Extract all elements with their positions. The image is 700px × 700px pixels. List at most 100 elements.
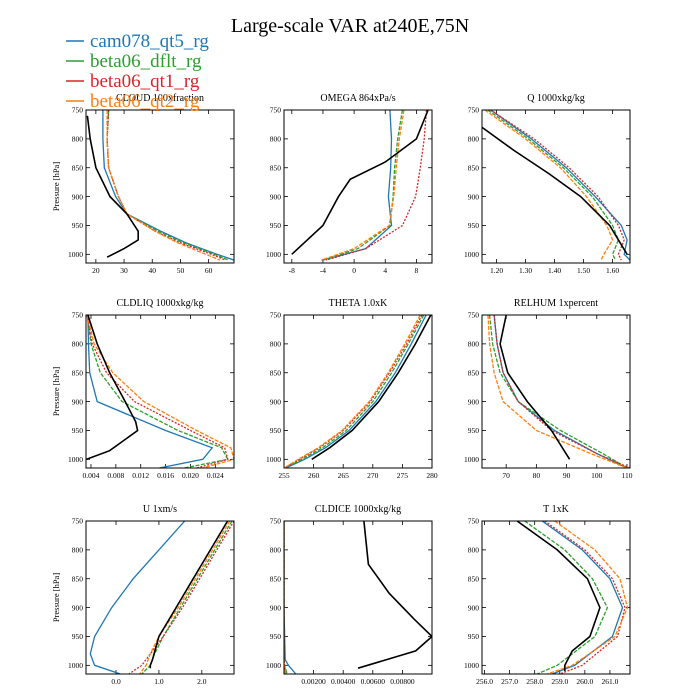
y-tick-label: 850 bbox=[72, 574, 84, 583]
legend-label: beta06_qt1_rg bbox=[90, 71, 200, 92]
panel-title: CLOUD 100xfraction bbox=[116, 93, 204, 104]
reference-line bbox=[311, 315, 432, 460]
y-tick-label: 1000 bbox=[68, 250, 83, 259]
x-tick-label: 280 bbox=[426, 471, 438, 480]
y-tick-label: 750 bbox=[270, 517, 282, 526]
y-axis-label: Pressure [hPa] bbox=[51, 162, 61, 212]
y-tick-label: 850 bbox=[72, 163, 84, 172]
x-tick-label: 257.0 bbox=[501, 677, 518, 686]
series-line-cam078_qt5_rg bbox=[490, 110, 630, 261]
y-tick-label: 950 bbox=[270, 426, 282, 435]
x-tick-label: -4 bbox=[320, 266, 326, 275]
panel-5: THETA 1.0xK 750 800 850 900 950 1000 255 260 265 2… bbox=[266, 298, 438, 480]
y-tick-label: 900 bbox=[72, 397, 84, 406]
plot-frame bbox=[283, 520, 433, 675]
series-line-beta06_qt2_rg bbox=[546, 521, 629, 674]
y-tick-label: 800 bbox=[270, 546, 282, 555]
x-tick-label: 0.008 bbox=[107, 471, 124, 480]
series-line-beta06_dflt_rg bbox=[284, 315, 425, 468]
series-line-beta06_dflt_rg bbox=[86, 315, 229, 468]
y-tick-label: 900 bbox=[270, 603, 282, 612]
y-tick-label: 950 bbox=[468, 426, 480, 435]
x-tick-label: 1.20 bbox=[490, 266, 503, 275]
panel-4: CLDLIQ 1000xkg/kg Pressure [hPa] 750 800 850… bbox=[51, 298, 235, 480]
x-tick-label: 255 bbox=[278, 471, 290, 480]
x-tick-label: 30 bbox=[120, 266, 128, 275]
panel-8: CLDICE 1000xkg/kg 750 800 850 900 950 1000 0.00… bbox=[266, 504, 433, 686]
plot-area bbox=[284, 521, 432, 674]
y-tick-label: 750 bbox=[468, 106, 480, 115]
y-tick-label: 800 bbox=[270, 340, 282, 349]
x-tick-label: 260.0 bbox=[576, 677, 593, 686]
y-tick-label: 1000 bbox=[68, 661, 83, 670]
reference-line bbox=[357, 521, 432, 669]
x-tick-label: 0.00400 bbox=[331, 677, 356, 686]
series-line-beta06_qt2_rg bbox=[139, 521, 231, 674]
x-tick-label: 261.0 bbox=[601, 677, 618, 686]
series-line-cam078_qt5_rg bbox=[541, 521, 624, 674]
y-tick-label: 950 bbox=[72, 426, 84, 435]
y-tick-label: 1000 bbox=[266, 250, 281, 259]
y-tick-label: 800 bbox=[72, 340, 84, 349]
y-tick-label: 950 bbox=[72, 221, 84, 230]
y-axis-label: Pressure [hPa] bbox=[51, 367, 61, 417]
x-tick-label: 256.0 bbox=[476, 677, 493, 686]
reference-line bbox=[291, 110, 429, 255]
y-tick-label: 900 bbox=[72, 192, 84, 201]
series-line-beta06_dflt_rg bbox=[322, 110, 404, 261]
plot-area bbox=[516, 521, 629, 674]
x-tick-label: 60 bbox=[205, 266, 213, 275]
y-tick-label: 900 bbox=[270, 397, 282, 406]
x-tick-label: 0.012 bbox=[132, 471, 149, 480]
series-line-beta06_qt1_rg bbox=[284, 521, 287, 674]
x-tick-label: 258.0 bbox=[526, 677, 543, 686]
x-tick-label: 50 bbox=[177, 266, 185, 275]
panel-6: RELHUM 1xpercent 750 800 850 900 950 1000 70 80 9… bbox=[464, 298, 633, 480]
series-line-beta06_qt2_rg bbox=[484, 110, 614, 261]
y-tick-label: 900 bbox=[468, 603, 480, 612]
panel-title: OMEGA 864xPa/s bbox=[320, 93, 395, 104]
x-tick-label: 1.30 bbox=[519, 266, 532, 275]
y-tick-label: 950 bbox=[270, 632, 282, 641]
plot-frame bbox=[481, 109, 631, 264]
panel-7: U 1xm/s Pressure [hPa] 750 800 850 900 950 1000… bbox=[51, 504, 235, 686]
series-line-beta06_qt2_rg bbox=[86, 315, 234, 468]
series-line-beta06_qt1_rg bbox=[493, 315, 630, 468]
panel-title: U 1xm/s bbox=[143, 504, 177, 515]
series-line-beta06_qt2_rg bbox=[284, 315, 421, 468]
y-tick-label: 1000 bbox=[266, 455, 281, 464]
y-tick-label: 850 bbox=[270, 368, 282, 377]
y-tick-label: 850 bbox=[468, 368, 480, 377]
y-tick-label: 950 bbox=[72, 632, 84, 641]
x-tick-label: 0.016 bbox=[157, 471, 174, 480]
x-tick-label: 270 bbox=[367, 471, 379, 480]
x-tick-label: 259.0 bbox=[551, 677, 568, 686]
y-axis-label: Pressure [hPa] bbox=[51, 573, 61, 623]
y-tick-label: 850 bbox=[270, 574, 282, 583]
y-tick-label: 900 bbox=[270, 192, 282, 201]
y-tick-label: 750 bbox=[468, 311, 480, 320]
plot-area bbox=[284, 315, 432, 468]
x-tick-label: 0 bbox=[352, 266, 356, 275]
reference-line bbox=[86, 315, 139, 461]
series-line-beta06_qt1_rg bbox=[284, 315, 423, 468]
reference-line bbox=[482, 126, 628, 255]
plot-area bbox=[86, 110, 234, 261]
series-line-cam078_qt5_rg bbox=[284, 521, 297, 674]
plot-frame bbox=[85, 520, 235, 675]
y-tick-label: 750 bbox=[270, 311, 282, 320]
panel-title: Q 1000xkg/kg bbox=[527, 93, 585, 104]
y-tick-label: 750 bbox=[72, 311, 84, 320]
x-tick-label: 110 bbox=[621, 471, 632, 480]
x-tick-label: 80 bbox=[533, 471, 541, 480]
plot-frame bbox=[85, 109, 235, 264]
y-tick-label: 900 bbox=[468, 192, 480, 201]
panel-title: T 1xK bbox=[543, 504, 569, 515]
x-tick-label: 0.0 bbox=[111, 677, 121, 686]
y-tick-label: 950 bbox=[468, 221, 480, 230]
panel-title: CLDLIQ 1000xkg/kg bbox=[117, 298, 204, 309]
y-tick-label: 750 bbox=[72, 517, 84, 526]
series-line-beta06_dflt_rg bbox=[487, 110, 620, 261]
